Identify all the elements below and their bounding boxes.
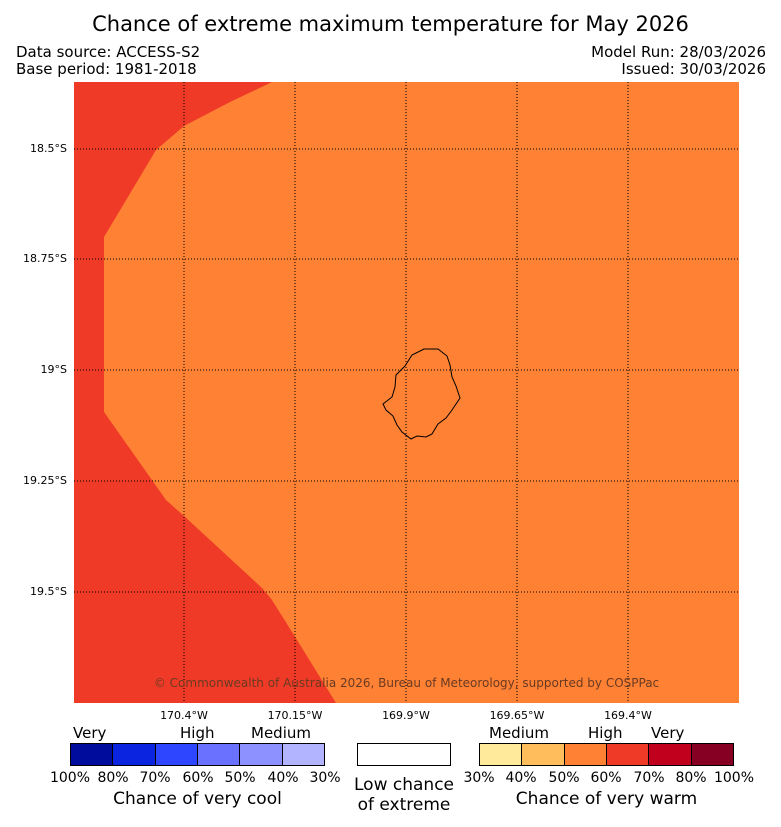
legend-warm-tick: 100% — [713, 770, 755, 786]
legend-warm-swatch — [649, 744, 692, 765]
legend-warm-high: High — [588, 724, 623, 742]
lon-label-169-65: 169.65°W — [489, 709, 545, 722]
legend-warm-tick: 80% — [675, 770, 707, 786]
legend-warm-tick: 30% — [463, 770, 495, 786]
map-panel — [74, 82, 739, 703]
legend-warm-colorbar — [479, 743, 734, 766]
legend-neutral-swatch — [357, 743, 451, 766]
legend-cool-swatch — [240, 744, 283, 765]
island-outline — [382, 348, 461, 440]
legend-warm-caption: Chance of very warm — [515, 789, 698, 809]
legend-cool-tick: 50% — [224, 770, 256, 786]
lat-label-19: 19°S — [40, 363, 67, 376]
legend-warm-tick: 70% — [633, 770, 665, 786]
legend-warm-swatch — [691, 744, 733, 765]
legend-cool-medium: Medium — [251, 724, 311, 742]
lon-label-169-4: 169.4°W — [604, 709, 652, 722]
legend-warm-medium: Medium — [489, 724, 549, 742]
legend-warm-swatch — [480, 744, 523, 765]
legend-neutral-caption-line2: of extreme — [357, 795, 451, 815]
legend-warm-swatch — [522, 744, 565, 765]
model-run: Model Run: 28/03/2026 — [591, 43, 766, 61]
base-period: Base period: 1981-2018 — [16, 60, 197, 78]
legend-cool-tick: 30% — [309, 770, 341, 786]
meta-right: Model Run: 28/03/2026 Issued: 30/03/2026 — [591, 44, 766, 78]
data-source: Data source: ACCESS-S2 — [16, 43, 201, 61]
legend-neutral-caption-line1: Low chance — [354, 775, 454, 795]
legend-cool-tick: 70% — [139, 770, 171, 786]
legend-cool-tick: 100% — [49, 770, 91, 786]
copyright-notice: © Commonwealth of Australia 2026, Bureau… — [153, 676, 660, 690]
legend-cool-tick: 80% — [97, 770, 129, 786]
legend-neutral-caption: Low chance of extreme — [344, 775, 464, 815]
lat-label-18-5: 18.5°S — [30, 142, 67, 155]
legend-cool-tick: 60% — [182, 770, 214, 786]
lon-label-170-4: 170.4°W — [160, 709, 208, 722]
issued-date: Issued: 30/03/2026 — [621, 60, 766, 78]
legend-warm-swatch — [606, 744, 650, 765]
legend-cool-high: High — [180, 724, 215, 742]
lat-label-19-5: 19.5°S — [30, 585, 67, 598]
legend-cool-swatch — [197, 744, 241, 765]
very-high-warm-region — [74, 82, 336, 703]
legend-cool-swatch — [71, 744, 114, 765]
legend-cool-colorbar — [70, 743, 325, 766]
lon-label-169-9: 169.9°W — [382, 709, 430, 722]
meta-left: Data source: ACCESS-S2 Base period: 1981… — [16, 44, 200, 78]
legend-cool-swatch — [282, 744, 324, 765]
legend-warm-tick: 40% — [505, 770, 537, 786]
lon-label-170-15: 170.15°W — [267, 709, 323, 722]
legend-cool-caption: Chance of very cool — [113, 789, 282, 809]
legend-cool-swatch — [113, 744, 156, 765]
legend-cool-tick: 40% — [267, 770, 299, 786]
legend-cool-swatch — [155, 744, 198, 765]
lat-label-19-25: 19.25°S — [23, 474, 67, 487]
legend-warm-swatch — [564, 744, 607, 765]
map-title: Chance of extreme maximum temperature fo… — [92, 12, 689, 36]
lat-label-18-75: 18.75°S — [23, 252, 67, 265]
legend-warm-tick: 50% — [548, 770, 580, 786]
legend-warm-tick: 60% — [590, 770, 622, 786]
